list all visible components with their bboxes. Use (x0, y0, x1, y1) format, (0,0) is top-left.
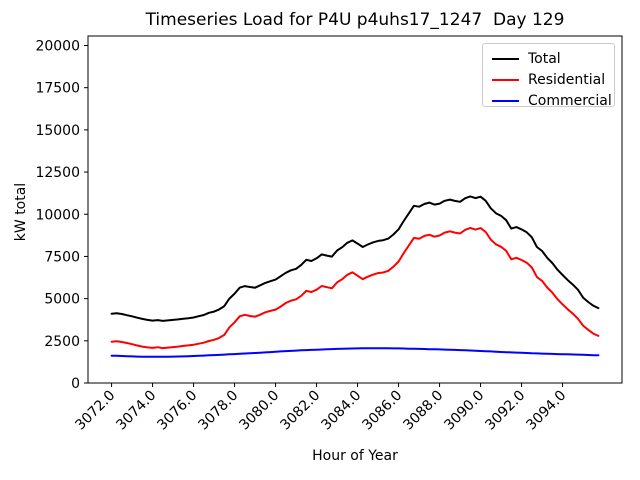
x-tick-label: 3088.0 (400, 388, 446, 434)
legend-item-commercial: Commercial (483, 90, 614, 111)
legend-item-residential: Residential (483, 69, 614, 90)
x-tick-label: 3094.0 (523, 388, 569, 434)
legend-line-sample-icon (492, 78, 519, 81)
x-tick-label: 3082.0 (277, 388, 323, 434)
y-tick-label: 7500 (44, 249, 80, 265)
legend: Total Residential Commercial (482, 43, 615, 108)
x-tick-label: 3092.0 (482, 388, 528, 434)
axes-spines (87, 35, 623, 384)
legend-item-total: Total (483, 48, 614, 69)
x-tick-label: 3086.0 (359, 388, 405, 434)
x-tick-label: 3076.0 (154, 388, 200, 434)
x-axis-label: Hour of Year (312, 448, 398, 464)
series-line-commercial (110, 347, 600, 358)
chart-title: Timeseries Load for P4U p4uhs17_1247 Day… (145, 10, 565, 30)
legend-line-sample-icon (492, 57, 519, 60)
y-tick-label: 15000 (35, 123, 80, 139)
y-tick-label: 0 (71, 376, 80, 392)
y-tick-label: 2500 (44, 334, 80, 350)
x-tick-label: 3090.0 (441, 388, 487, 434)
y-tick-label: 20000 (35, 39, 80, 55)
series-line-total (110, 195, 600, 322)
x-tick-label: 3078.0 (195, 388, 241, 434)
legend-line-sample-icon (492, 99, 519, 102)
y-tick-label: 10000 (35, 207, 80, 223)
legend-label: Commercial (528, 92, 612, 109)
legend-label: Total (528, 50, 561, 67)
x-tick-label: 3084.0 (318, 388, 364, 434)
y-tick-label: 5000 (44, 292, 80, 308)
x-tick-label: 3072.0 (72, 388, 118, 434)
x-tick-label: 3080.0 (236, 388, 282, 434)
y-tick-label: 12500 (35, 165, 80, 181)
legend-label: Residential (528, 71, 606, 88)
series-line-residential (110, 226, 600, 350)
y-tick-label: 17500 (35, 81, 80, 97)
y-axis-label: kW total (13, 182, 29, 242)
x-tick-label: 3074.0 (113, 388, 159, 434)
